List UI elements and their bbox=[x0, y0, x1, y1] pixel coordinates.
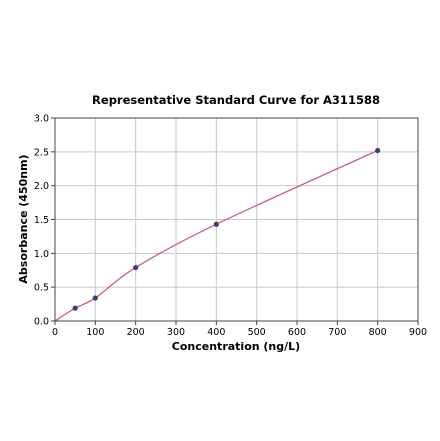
y-tick-label: 1.0 bbox=[34, 249, 49, 260]
y-tick-label: 0.5 bbox=[34, 283, 49, 294]
x-tick-label: 600 bbox=[288, 327, 306, 338]
data-point bbox=[375, 147, 381, 154]
x-tick-label: 500 bbox=[248, 327, 266, 338]
grid-lines bbox=[54, 117, 419, 322]
x-tick-label: 900 bbox=[409, 327, 427, 338]
data-points-layer bbox=[72, 147, 381, 311]
y-tick-label: 1.5 bbox=[34, 215, 49, 226]
y-axis-ticks: 0.0 0.5 1.0 1.5 2.0 2.5 3.0 bbox=[34, 114, 55, 328]
x-axis-label: Concentration (ng/L) bbox=[172, 340, 300, 353]
x-tick-label: 400 bbox=[207, 327, 225, 338]
y-axis-label: Absorbance (450nm) bbox=[17, 154, 30, 283]
y-tick-label: 2.0 bbox=[34, 181, 49, 192]
x-axis-ticks: 0 100 200 300 400 500 600 700 800 900 bbox=[52, 321, 427, 338]
x-tick-label: 0 bbox=[52, 327, 58, 338]
chart-title: Representative Standard Curve for A31158… bbox=[92, 93, 380, 107]
y-tick-label: 0.0 bbox=[34, 317, 49, 328]
x-tick-label: 100 bbox=[86, 327, 104, 338]
data-point bbox=[92, 295, 98, 301]
y-tick-label: 3.0 bbox=[34, 114, 49, 125]
y-tick-label: 2.5 bbox=[34, 147, 49, 158]
data-point bbox=[213, 221, 219, 227]
x-tick-label: 700 bbox=[328, 327, 346, 338]
data-point bbox=[133, 264, 139, 271]
x-tick-label: 300 bbox=[167, 327, 185, 338]
x-tick-label: 200 bbox=[127, 327, 145, 338]
x-tick-label: 800 bbox=[369, 327, 387, 338]
data-point bbox=[72, 305, 78, 311]
